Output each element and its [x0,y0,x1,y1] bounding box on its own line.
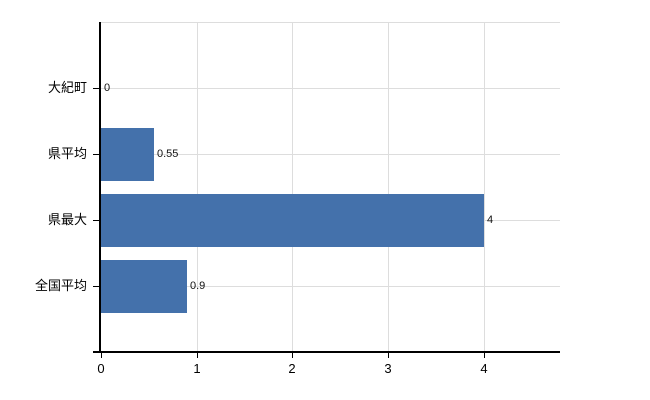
category-label: 大紀町 [47,80,87,95]
value-label: 0 [104,82,111,94]
y-axis-line [99,22,101,353]
x-tick-label: 2 [288,361,296,376]
value-label: 4 [487,214,494,226]
x-axis-tick [197,353,198,358]
vertical-gridline [197,23,198,352]
x-tick-label: 4 [480,361,488,376]
y-axis-tick [93,220,99,221]
bar [101,194,484,247]
category-label: 県最大 [47,212,87,227]
y-axis-tick [93,286,99,287]
vertical-gridline [484,23,485,352]
x-axis-tick [101,353,102,358]
plot-top-border [101,22,560,23]
value-label: 0.9 [190,280,206,292]
horizontal-gridline [101,88,560,89]
x-axis-line [93,351,560,353]
bar [101,128,154,181]
horizontal-gridline [101,154,560,155]
x-tick-label: 1 [193,361,201,376]
x-axis-tick [388,353,389,358]
y-axis-tick [93,88,99,89]
y-axis-tick [93,154,99,155]
x-tick-label: 0 [97,361,105,376]
x-tick-label: 3 [384,361,392,376]
vertical-gridline [388,23,389,352]
horizontal-gridline [101,286,560,287]
vertical-gridline [292,23,293,352]
value-label: 0.55 [157,148,179,160]
category-label: 県平均 [47,146,87,161]
x-axis-tick [484,353,485,358]
x-axis-tick [292,353,293,358]
category-label: 全国平均 [34,278,87,293]
bar [101,260,187,313]
